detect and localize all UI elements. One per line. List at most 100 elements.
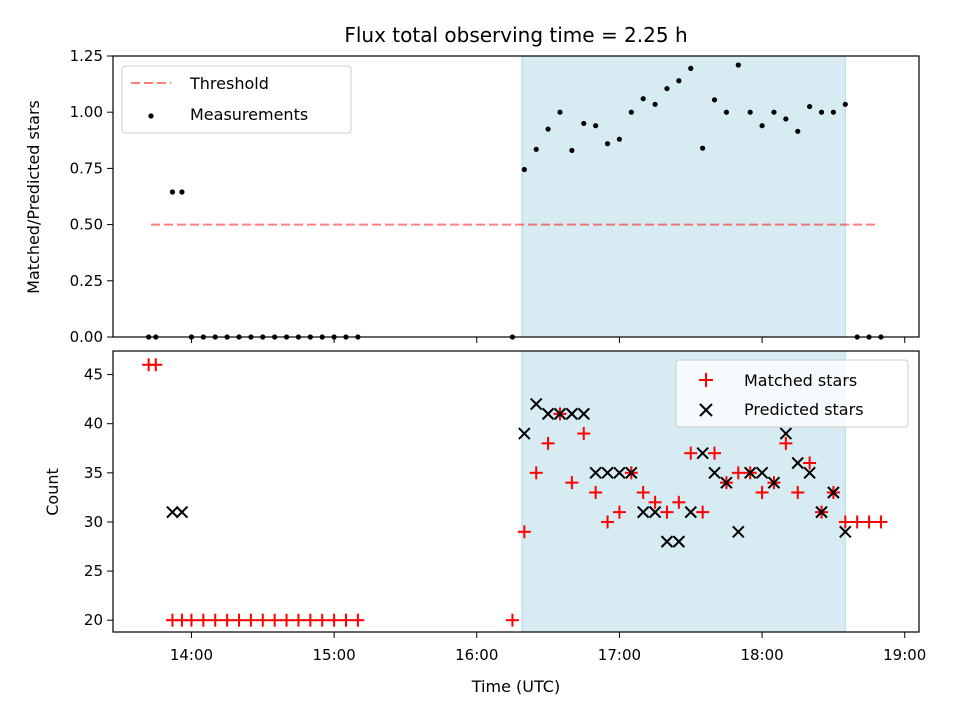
predicted-star-marker xyxy=(625,466,638,480)
predicted-legend-swatch xyxy=(699,403,713,417)
measurement-point xyxy=(521,166,527,173)
matched-star-marker xyxy=(708,446,722,460)
measurement-point xyxy=(604,141,611,147)
measurement-point xyxy=(652,101,658,107)
marker-stroke xyxy=(708,466,721,480)
marker-stroke xyxy=(613,466,626,480)
marker-stroke xyxy=(827,486,840,499)
predicted-star-marker xyxy=(767,476,781,489)
matched-star-marker xyxy=(541,436,555,450)
measurement-point xyxy=(581,120,587,127)
marker-stroke xyxy=(672,535,686,548)
measurement-point xyxy=(783,116,789,122)
y-tick-label: 25 xyxy=(84,562,103,580)
x-tick-label: 19:00 xyxy=(883,646,926,664)
matched-star-marker xyxy=(268,613,282,627)
matched-star-marker xyxy=(672,495,686,509)
threshold-legend-label: Threshold xyxy=(189,74,269,93)
ratio-y-axis-label: Matched/Predicted stars xyxy=(24,100,43,294)
ratio-legend: Threshold Measurements xyxy=(121,65,352,134)
ratio-panel: 0.00 0.25 0.50 0.75 1.00 1.25 Matched/Predict… xyxy=(24,47,920,346)
measurement-point xyxy=(723,109,730,115)
matched-star-marker xyxy=(803,456,817,470)
marker-stroke xyxy=(577,407,590,421)
measurement-point xyxy=(759,123,765,129)
marker-stroke xyxy=(720,476,733,489)
matched-star-marker xyxy=(601,515,615,529)
y-tick-label: 40 xyxy=(84,415,103,433)
measurement-point xyxy=(676,78,682,84)
marker-stroke xyxy=(541,407,555,421)
marker-stroke xyxy=(791,456,804,470)
matched-star-marker xyxy=(862,515,876,529)
y-tick-label: 1.25 xyxy=(70,47,103,65)
predicted-star-marker xyxy=(708,466,721,480)
marker-stroke xyxy=(815,505,828,519)
x-tick-label: 14:00 xyxy=(170,646,213,664)
measurement-point xyxy=(830,109,837,115)
x-tick-label: 17:00 xyxy=(598,646,641,664)
matched-star-marker xyxy=(779,436,793,450)
x-tick-label: 16:00 xyxy=(455,646,498,664)
measurement-point xyxy=(735,62,741,68)
predicted-star-markers xyxy=(166,397,852,548)
x-axis-label: Time (UTC) xyxy=(471,677,560,696)
marker-stroke xyxy=(743,466,757,480)
y-tick-label: 1.00 xyxy=(70,103,103,121)
marker-stroke xyxy=(648,505,662,519)
predicted-star-marker xyxy=(827,486,840,499)
marker-stroke xyxy=(518,427,531,440)
predicted-star-marker xyxy=(803,466,816,480)
matched-star-marker xyxy=(303,613,317,627)
matched-legend-label: Matched stars xyxy=(744,371,857,390)
measurement-point xyxy=(533,146,539,152)
observing-span-shade xyxy=(521,55,846,338)
marker-stroke xyxy=(636,505,650,519)
matched-star-marker xyxy=(660,505,674,519)
marker-stroke xyxy=(589,466,602,480)
marker-stroke xyxy=(175,505,189,519)
matched-star-marker xyxy=(838,515,852,529)
measurement-point xyxy=(169,189,176,195)
marker-stroke xyxy=(696,446,709,460)
matched-legend-swatch xyxy=(699,373,713,387)
y-tick-label: 35 xyxy=(84,464,103,482)
measurement-point xyxy=(795,128,801,134)
marker-stroke xyxy=(732,525,745,538)
count-y-ticks: 20 25 30 35 40 45 xyxy=(84,366,113,629)
predicted-star-marker xyxy=(175,505,189,519)
matched-star-marker xyxy=(184,613,198,627)
matched-star-marker xyxy=(196,613,210,627)
matched-star-marker xyxy=(589,485,603,499)
matched-star-marker xyxy=(256,613,270,627)
marker-stroke xyxy=(166,505,179,519)
predicted-star-marker xyxy=(636,505,650,519)
predicted-star-marker xyxy=(577,407,590,421)
measurement-point xyxy=(664,85,670,92)
marker-stroke xyxy=(839,525,852,538)
predicted-legend-label: Predicted stars xyxy=(744,400,864,419)
predicted-star-marker xyxy=(166,505,179,519)
predicted-star-marker xyxy=(541,407,555,421)
predicted-star-marker xyxy=(648,505,662,519)
matched-star-marker xyxy=(220,613,234,627)
count-y-axis-label: Count xyxy=(43,468,62,516)
matched-star-marker xyxy=(696,505,710,519)
marker-stroke xyxy=(684,505,697,519)
y-tick-label: 0.50 xyxy=(70,216,103,234)
measurement-point xyxy=(569,147,575,154)
y-tick-label: 0.25 xyxy=(70,272,103,290)
measurement-point xyxy=(700,145,706,151)
marker-stroke xyxy=(625,466,638,480)
matched-star-marker xyxy=(529,466,543,480)
count-panel-frame xyxy=(112,350,920,633)
matched-star-marker xyxy=(755,485,769,499)
time-x-ticks: 14:00 15:00 16:00 17:00 18:00 19:00 xyxy=(170,632,926,664)
count-legend: Matched stars Predicted stars xyxy=(675,359,909,428)
x-tick-label: 18:00 xyxy=(740,646,783,664)
matched-star-marker xyxy=(565,476,579,490)
measurement-point xyxy=(616,136,623,142)
matched-star-marker xyxy=(280,613,294,627)
predicted-star-marker xyxy=(553,407,567,421)
